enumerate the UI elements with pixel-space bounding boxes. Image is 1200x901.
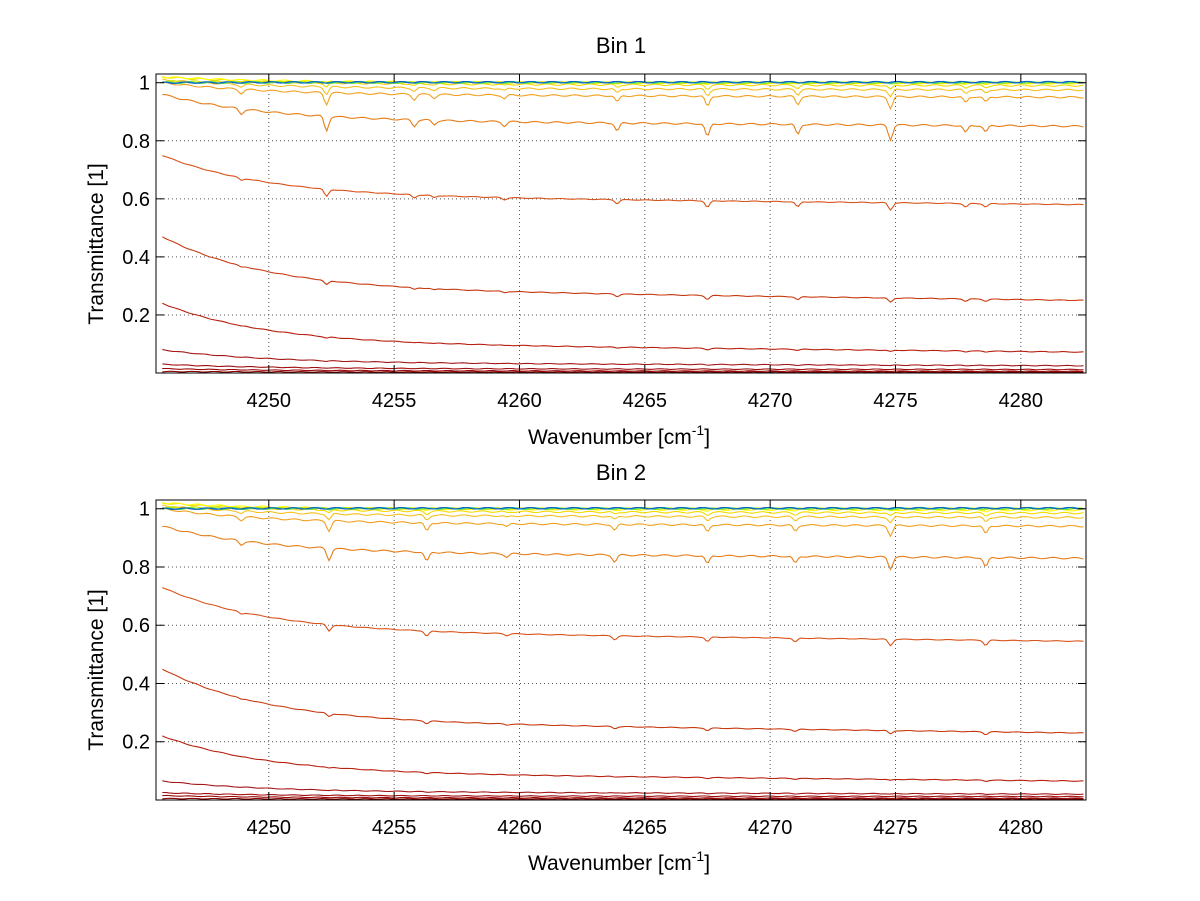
series-line bbox=[162, 794, 1084, 800]
chart-title: Bin 2 bbox=[596, 460, 646, 485]
y-tick-label: 0.8 bbox=[122, 557, 150, 579]
y-tick-label: 0.2 bbox=[122, 305, 150, 327]
x-tick-label: 4265 bbox=[623, 390, 668, 412]
series-line bbox=[162, 668, 1084, 736]
x-axis-label: Wavenumber [cm-1] bbox=[528, 848, 710, 875]
grid bbox=[156, 500, 1086, 800]
axis-ticks: 4250 4255 4260 4265 4270 4275 4280 0.2 0.4 0.6 0.8… bbox=[122, 499, 1086, 839]
series-line bbox=[162, 80, 1084, 84]
y-axis-label: Transmittance [1] bbox=[85, 163, 108, 324]
series-lines bbox=[162, 502, 1084, 800]
x-tick-label: 4255 bbox=[372, 390, 417, 412]
x-axis-label-superscript: -1 bbox=[692, 848, 705, 864]
plot-frame bbox=[155, 499, 1087, 801]
y-tick-label: 1 bbox=[139, 73, 150, 95]
x-tick-label: 4280 bbox=[999, 390, 1044, 412]
series-lines bbox=[162, 76, 1084, 373]
chart-title: Bin 1 bbox=[596, 33, 646, 58]
y-tick-label: 0.6 bbox=[122, 615, 150, 637]
series-line bbox=[162, 81, 1084, 111]
x-tick-label: 4270 bbox=[748, 390, 793, 412]
series-line bbox=[162, 506, 1084, 510]
x-tick-label: 4250 bbox=[247, 817, 292, 839]
series-line bbox=[162, 93, 1084, 142]
y-tick-label: 0.4 bbox=[122, 673, 150, 695]
series-line bbox=[162, 587, 1084, 647]
series-line bbox=[162, 155, 1084, 212]
series-line bbox=[162, 780, 1084, 795]
y-axis-label: Transmittance [1] bbox=[85, 589, 108, 750]
x-tick-label: 4280 bbox=[999, 817, 1044, 839]
x-axis-label: Wavenumber [cm-1] bbox=[528, 422, 710, 449]
series-line bbox=[162, 502, 1084, 517]
series-line bbox=[162, 504, 1084, 524]
grid bbox=[156, 74, 1086, 373]
y-tick-label: 0.8 bbox=[122, 131, 150, 153]
axis-ticks: 4250 4255 4260 4265 4270 4275 4280 0.2 0.4 0.6 0.8… bbox=[122, 73, 1086, 412]
x-tick-label: 4275 bbox=[873, 390, 918, 412]
y-tick-label: 1 bbox=[139, 499, 150, 521]
series-line bbox=[162, 348, 1084, 367]
y-tick-label: 0.4 bbox=[122, 247, 150, 269]
series-line bbox=[162, 236, 1084, 303]
series-line bbox=[162, 525, 1084, 571]
x-tick-label: 4255 bbox=[372, 817, 417, 839]
series-line bbox=[162, 302, 1084, 353]
series-line bbox=[162, 367, 1084, 373]
x-tick-label: 4275 bbox=[873, 817, 918, 839]
plot-frame bbox=[155, 73, 1087, 374]
series-line bbox=[162, 78, 1084, 98]
series-line bbox=[162, 370, 1084, 373]
x-axis-label-superscript: -1 bbox=[692, 422, 705, 438]
series-line bbox=[162, 797, 1084, 800]
x-tick-label: 4265 bbox=[623, 817, 668, 839]
series-line bbox=[162, 791, 1084, 798]
x-tick-label: 4260 bbox=[497, 390, 542, 412]
x-tick-label: 4260 bbox=[497, 817, 542, 839]
panel-bin-1: Bin 1 Transmittance [1] Wavenumber [cm-1… bbox=[85, 33, 1087, 449]
panel-bin-2: Bin 2 Transmittance [1] Wavenumber [cm-1… bbox=[85, 460, 1087, 875]
series-line bbox=[162, 507, 1084, 538]
x-tick-label: 4270 bbox=[748, 817, 793, 839]
x-tick-label: 4250 bbox=[247, 390, 292, 412]
y-tick-label: 0.2 bbox=[122, 732, 150, 754]
y-tick-label: 0.6 bbox=[122, 189, 150, 211]
series-line bbox=[162, 735, 1084, 782]
series-line bbox=[162, 363, 1084, 371]
